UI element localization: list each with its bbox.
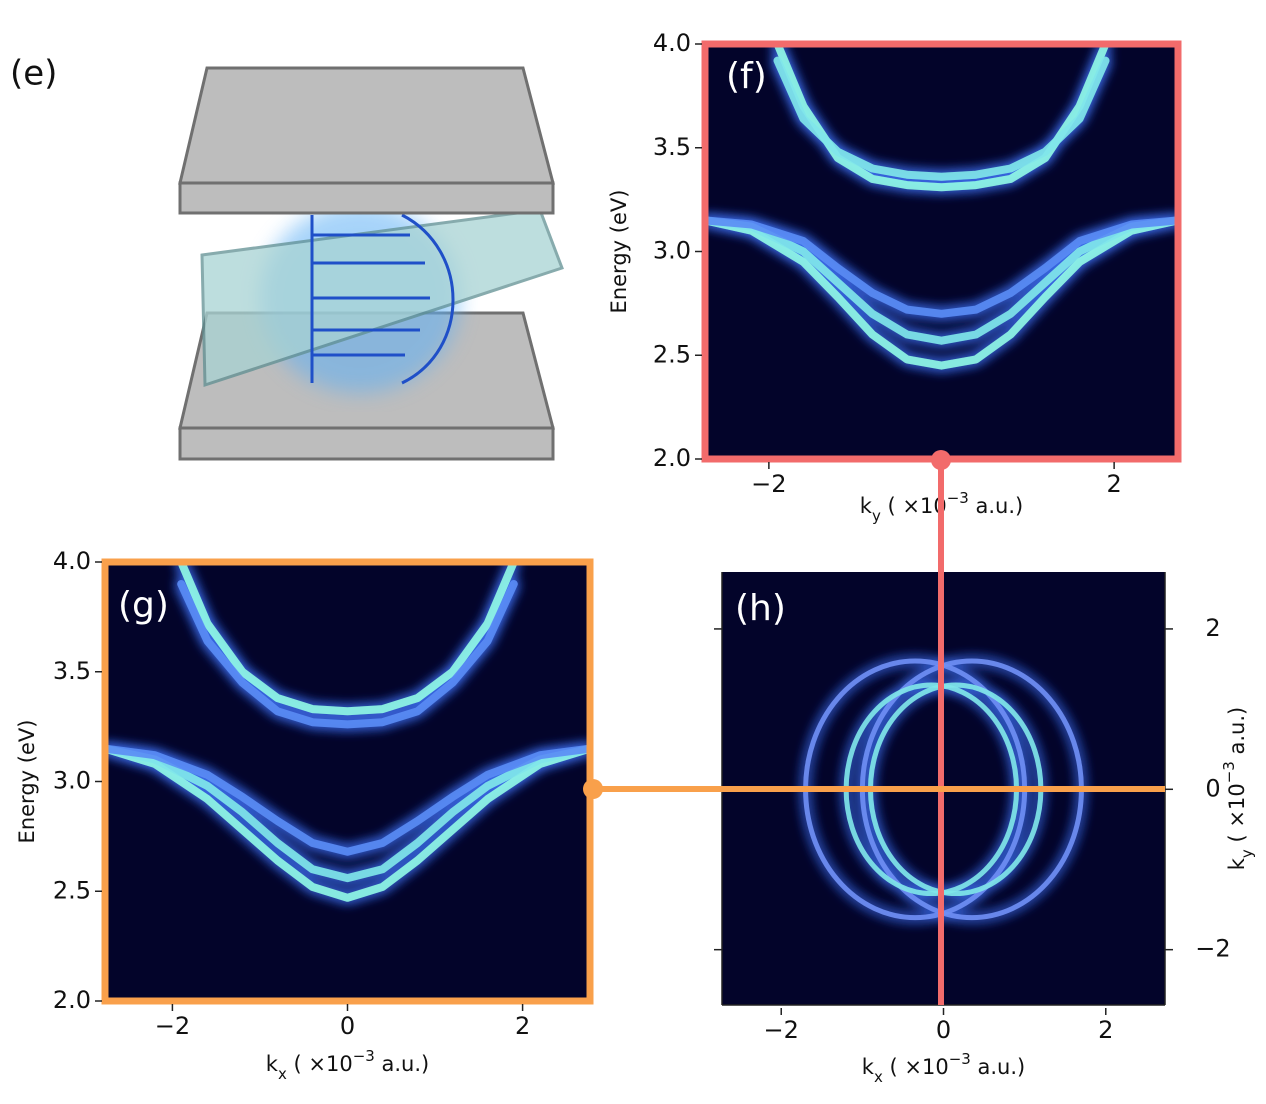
band — [177, 562, 518, 716]
x-tick-label: 2 — [1106, 470, 1121, 498]
label-part: −3 — [947, 489, 969, 507]
x-tick-label: 2 — [1098, 1016, 1113, 1044]
label-part: a.u.) — [971, 1055, 1025, 1079]
y-tick-label: 2.5 — [653, 340, 691, 368]
plot-area — [705, 44, 1178, 370]
band — [105, 744, 590, 856]
plot-background — [705, 44, 1178, 459]
label-part: k — [266, 1052, 279, 1076]
y-tick-label: 3.0 — [53, 767, 91, 795]
label-part: −3 — [353, 1047, 375, 1065]
device-diagram — [178, 66, 564, 461]
x-axis-label: kx ( ×10−3 a.u.) — [862, 1050, 1025, 1086]
x-axis-label: ky ( ×10−3 a.u.) — [860, 489, 1023, 525]
y-tick-label: 3.5 — [653, 133, 691, 161]
panel-label: (e) — [10, 54, 57, 94]
y-tick-label: 2 — [1205, 614, 1220, 642]
x-axis-label: kx ( ×10−3 a.u.) — [266, 1047, 429, 1083]
panel-label: (h) — [735, 588, 786, 629]
y-axis-label: Energy (eV) — [607, 190, 631, 314]
label-part: a.u.) — [1225, 707, 1249, 761]
label-part: x — [874, 1068, 883, 1086]
x-tick-label: 2 — [515, 1012, 530, 1040]
band — [705, 216, 1178, 345]
y-tick-label: 2.5 — [53, 876, 91, 904]
label-part: ( ×10 — [287, 1052, 353, 1076]
x-tick-label: −2 — [155, 1012, 190, 1040]
x-tick-label: 0 — [936, 1016, 951, 1044]
label-part: a.u.) — [375, 1052, 429, 1076]
connector-dot — [583, 779, 603, 799]
y-tick-label: 2.0 — [53, 986, 91, 1014]
y-tick-label: 0 — [1205, 774, 1220, 802]
band — [773, 56, 1110, 181]
y-tick-label: 3.5 — [53, 657, 91, 685]
band — [705, 216, 1178, 318]
y-tick-label: 4.0 — [653, 29, 691, 57]
label-part: −3 — [949, 1050, 971, 1068]
plot-area — [105, 562, 590, 902]
label-part: k — [862, 1055, 875, 1079]
y-tick-label: 3.0 — [653, 237, 691, 265]
band — [177, 580, 518, 729]
band — [705, 216, 1178, 370]
x-tick-label: −2 — [764, 1016, 799, 1044]
y-axis-label: Energy (eV) — [15, 720, 39, 844]
label-part: ( ×10 — [883, 1055, 949, 1079]
label-part: −3 — [1220, 761, 1238, 783]
label-part: k — [860, 494, 873, 518]
band — [105, 744, 590, 883]
panel-label: (f) — [726, 56, 767, 97]
y-axis-label: ky ( ×10−3 a.u.) — [1220, 707, 1256, 870]
y-tick-label: 4.0 — [53, 547, 91, 575]
label-part: a.u.) — [969, 494, 1023, 518]
label-part: y — [872, 507, 881, 525]
y-tick-label: −2 — [1195, 935, 1230, 963]
panel-label: (g) — [118, 585, 169, 626]
x-tick-label: −2 — [751, 470, 786, 498]
y-tick-label: 2.0 — [653, 444, 691, 472]
label-part: x — [278, 1065, 287, 1083]
x-tick-label: 0 — [340, 1012, 355, 1040]
label-part: ( ×10 — [881, 494, 947, 518]
connector-dot — [931, 450, 951, 470]
band — [105, 744, 590, 902]
label-part: y — [1238, 849, 1256, 858]
label-part: k — [1225, 857, 1249, 870]
label-part: ( ×10 — [1225, 783, 1249, 849]
